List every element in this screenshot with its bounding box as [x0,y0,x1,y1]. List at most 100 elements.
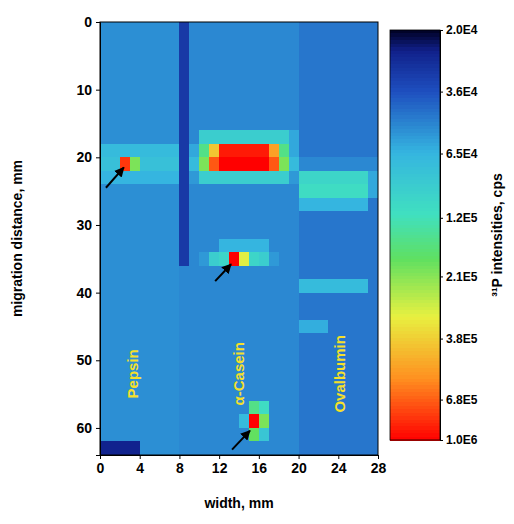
heat-cell [259,239,270,253]
heat-cell [110,387,121,401]
heat-cell [150,171,161,185]
heat-cell [358,211,369,225]
heat-cell [130,428,141,442]
heat-cell [199,441,210,455]
heat-cell [120,239,131,253]
heat-cell [269,347,280,361]
heat-cell [309,76,320,90]
colorbar-strip [390,221,440,225]
heat-cell [239,63,250,77]
heat-cell [358,22,369,36]
heat-cell [189,171,200,185]
heat-cell [368,293,378,307]
heat-cell [199,130,210,144]
heat-cell [249,414,260,428]
lane-label: α-Casein [230,342,247,405]
heat-cell [358,90,369,104]
heat-cell [318,360,329,374]
heat-cell [318,279,329,293]
heat-cell [328,441,339,455]
heat-cell [150,198,161,212]
heat-cell [140,103,151,117]
colorbar-strip [390,238,440,242]
heat-cell [348,171,359,185]
heat-cell [130,211,141,225]
heat-cell [199,374,210,388]
heat-cell [289,63,300,77]
heat-cell [269,171,280,185]
heat-cell [318,49,329,63]
heat-cell [199,103,210,117]
tick: 6.5E4 [440,147,478,161]
plot-frame [100,22,378,455]
heat-cell [239,211,250,225]
heat-cell [259,117,270,131]
heat-cell [309,22,320,36]
heat-cell [309,293,320,307]
heat-cell [150,239,161,253]
heat-cell [219,36,230,50]
heat-cell [289,266,300,280]
heat-cell [368,171,378,185]
heat-cell [348,144,359,158]
heat-cell [299,22,310,36]
heat-cell [150,36,161,50]
colorbar-strip [390,33,440,37]
colorbar-strip [390,119,440,123]
heat-cell [259,36,270,50]
colorbar-strip [390,167,440,171]
heat-cell [100,333,111,347]
heat-cell [289,320,300,334]
heat-cell [338,320,349,334]
heat-cell [100,347,111,361]
heat-cell [140,171,151,185]
heat-cell [328,90,339,104]
heat-cell [348,63,359,77]
colorbar-strip [390,273,440,277]
heat-cell [219,374,230,388]
tick-label: 28 [371,460,387,476]
heat-cell [249,293,260,307]
colorbar-strip [390,406,440,410]
heat-cell [189,387,200,401]
heat-cell [289,22,300,36]
heat-cell [219,252,230,266]
tick: 4 [136,455,144,476]
heat-cell [209,360,220,374]
heat-cell [259,320,270,334]
heat-cell [358,252,369,266]
colorbar-strip [390,146,440,150]
heat-cell [100,157,111,171]
heat-cell [199,360,210,374]
heat-cell [348,49,359,63]
tick-mark [179,455,180,459]
heat-cell [219,401,230,415]
heat-cell [209,90,220,104]
heat-cell [309,401,320,415]
heat-cell [150,144,161,158]
heat-cell [348,401,359,415]
heat-cell [229,306,240,320]
heat-cell [209,320,220,334]
heat-cell [189,211,200,225]
heat-cell [249,22,260,36]
heat-cell [328,198,339,212]
colorbar-strip [390,197,440,201]
heat-cell [179,144,190,158]
heat-cell [189,130,200,144]
heat-cell [150,374,161,388]
heat-cell [189,347,200,361]
heat-cell [130,157,141,171]
heat-cell [249,171,260,185]
heat-cell [150,22,161,36]
heat-cell [328,144,339,158]
heat-cell [100,306,111,320]
heat-cell [150,117,161,131]
heat-cell [179,171,190,185]
heat-cell [338,22,349,36]
colorbar-strip [390,249,440,253]
heat-cell [299,252,310,266]
heat-cell [110,157,121,171]
heat-cell [368,22,378,36]
heat-cell [299,184,310,198]
